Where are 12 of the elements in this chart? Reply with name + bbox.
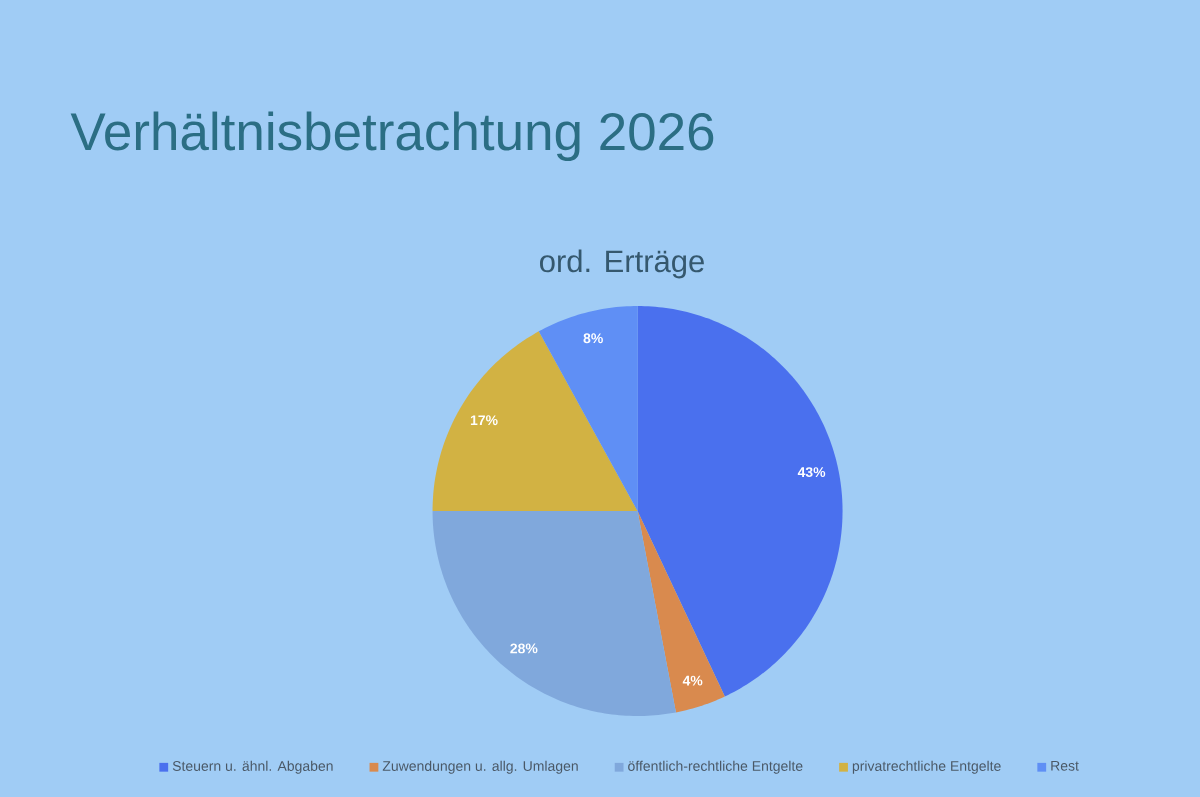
legend-label: öffentlich-rechtliche Entgelte	[628, 760, 803, 774]
chart-title: Verhältnisbetrachtung 2026	[70, 111, 714, 161]
legend-label: Steuern u. ähnl. Abgaben	[172, 760, 333, 774]
data-label: 28%	[510, 643, 538, 654]
legend-label: Rest	[1051, 760, 1079, 771]
legend-label: privatrechtliche Entgelte	[852, 760, 1001, 774]
legend-label: Zuwendungen u. allg. Umlagen	[382, 760, 578, 774]
data-label: 8%	[583, 333, 603, 344]
data-label: 43%	[797, 467, 826, 478]
data-label: 4%	[682, 675, 703, 686]
chart-subtitle: ord. Erträge	[540, 249, 704, 279]
data-label: 17%	[470, 415, 498, 426]
